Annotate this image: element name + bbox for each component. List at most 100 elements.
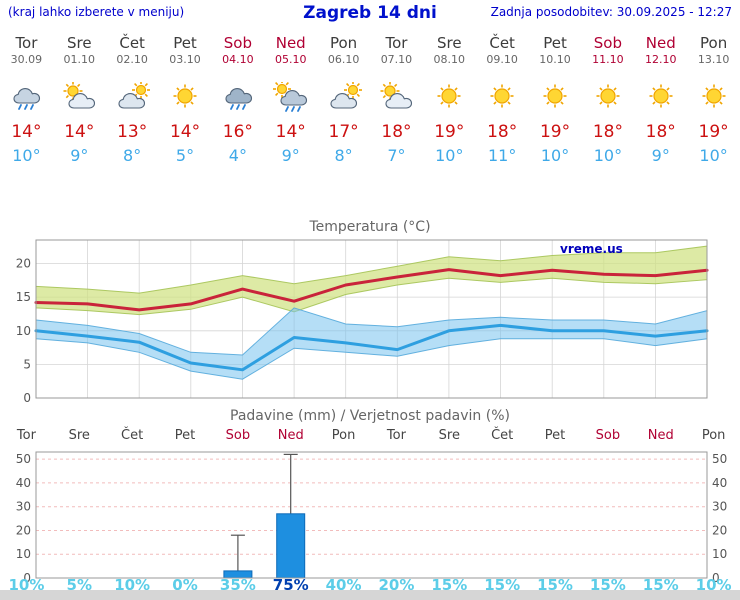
- day-date: 12.10: [644, 53, 677, 66]
- temp-min: 10°: [435, 146, 464, 165]
- day-name: Pet: [173, 34, 197, 52]
- svg-text:40: 40: [712, 476, 727, 490]
- precip-day-label: Sob: [225, 428, 251, 443]
- temp-min: 9°: [70, 146, 89, 165]
- day-date: 07.10: [380, 53, 413, 66]
- svg-text:10: 10: [16, 547, 31, 561]
- temp-max: 19°: [539, 122, 571, 142]
- day-name: Čet: [119, 34, 145, 52]
- day-column[interactable]: Pon 13.10 19° 10°: [687, 30, 740, 170]
- precip-day-label: Pet: [174, 428, 196, 443]
- day-name: Ned: [645, 34, 676, 52]
- svg-text:0: 0: [712, 571, 720, 582]
- temp-max: 18°: [487, 122, 518, 142]
- day-name: Pet: [543, 34, 567, 52]
- temp-max: 16°: [222, 122, 253, 142]
- day-date: 30.09: [10, 53, 43, 66]
- day-column[interactable]: Pet 10.10 19° 10°: [529, 30, 582, 170]
- day-name: Pon: [329, 34, 358, 52]
- precipitation-chart-title: Padavine (mm) / Verjetnost padavin (%): [230, 408, 510, 424]
- watermark: vreme.us: [560, 242, 623, 256]
- precip-probability: 10%: [114, 576, 151, 594]
- temp-max: 19°: [434, 122, 465, 142]
- precip-day-label: Tor: [16, 428, 36, 443]
- day-column[interactable]: Ned 12.10 18° 9°: [634, 30, 687, 170]
- svg-text:20: 20: [16, 524, 31, 538]
- temp-min: 10°: [593, 146, 623, 165]
- precip-probability: 20%: [378, 576, 415, 594]
- mostly-cloudy-icon: [317, 81, 370, 116]
- day-date: 08.10: [433, 53, 466, 66]
- temp-min: 8°: [334, 146, 353, 165]
- partly-icon: [370, 81, 423, 116]
- day-column[interactable]: Sre 08.10 19° 10°: [423, 30, 476, 170]
- precip-day-label: Ned: [647, 428, 674, 443]
- temp-min: 11°: [487, 146, 517, 165]
- temp-min: 9°: [281, 146, 300, 165]
- precip-probability: 10%: [695, 576, 732, 594]
- svg-text:20: 20: [712, 524, 727, 538]
- day-date: 09.10: [486, 53, 518, 66]
- temp-max: 19°: [698, 122, 729, 142]
- menu-hint[interactable]: (kraj lahko izberete v meniju): [8, 5, 185, 19]
- precip-day-label: Pon: [331, 428, 356, 443]
- day-column[interactable]: Sob 11.10 18° 10°: [581, 30, 634, 170]
- day-column[interactable]: Tor 30.09 14° 10°: [0, 30, 53, 170]
- day-name: Tor: [15, 34, 38, 52]
- temp-max: 14°: [11, 122, 42, 142]
- day-name: Ned: [275, 34, 306, 52]
- svg-text:5: 5: [23, 357, 31, 371]
- temp-min: 7°: [387, 146, 406, 165]
- svg-text:50: 50: [16, 452, 31, 466]
- day-column[interactable]: Pon 06.10 17° 8°: [317, 30, 370, 170]
- day-column[interactable]: Pet 03.10 14° 5°: [159, 30, 212, 170]
- day-date: 11.10: [592, 53, 624, 66]
- svg-text:30: 30: [16, 500, 31, 514]
- precip-day-label: Ned: [277, 428, 304, 443]
- day-column[interactable]: Sob 04.10 16° 4°: [211, 30, 264, 170]
- day-name: Pon: [700, 34, 728, 52]
- page-title: Zagreb 14 dni: [303, 3, 437, 23]
- temp-max: 14°: [169, 122, 201, 142]
- day-date: 02.10: [116, 53, 148, 66]
- temp-max: 13°: [117, 122, 148, 142]
- day-date: 04.10: [222, 53, 254, 66]
- precip-day-label: Sob: [595, 428, 621, 443]
- temp-max: 14°: [64, 122, 95, 142]
- svg-text:50: 50: [712, 452, 727, 466]
- temp-min: 10°: [699, 146, 728, 165]
- precip-probability: 15%: [484, 576, 521, 594]
- day-date: 03.10: [169, 53, 201, 66]
- sun-icon: [159, 82, 212, 116]
- precip-probability: 40%: [325, 576, 362, 594]
- svg-text:15: 15: [16, 290, 31, 304]
- svg-text:10: 10: [712, 547, 727, 561]
- temp-max: 18°: [381, 122, 412, 142]
- day-column[interactable]: Sre 01.10 14° 9°: [53, 30, 106, 170]
- precip-probability: 15%: [589, 576, 626, 594]
- temp-max: 18°: [645, 122, 676, 142]
- sun-icon: [581, 82, 634, 116]
- footer-bar: [0, 590, 740, 600]
- day-name: Sre: [66, 34, 92, 52]
- temp-max: 18°: [592, 122, 623, 142]
- sun-icon: [529, 82, 582, 116]
- sun-icon: [634, 82, 687, 116]
- day-name: Sob: [223, 34, 252, 52]
- precip-probability: 15%: [537, 576, 573, 594]
- day-column[interactable]: Ned 05.10 14° 9°: [264, 30, 317, 170]
- day-column[interactable]: Čet 02.10 13° 8°: [106, 30, 159, 170]
- day-name: Čet: [489, 34, 515, 52]
- day-column[interactable]: Čet 09.10 18° 11°: [476, 30, 529, 170]
- sun-icon: [423, 82, 476, 116]
- temp-min: 10°: [12, 146, 41, 165]
- precip-probability: 15%: [642, 576, 679, 594]
- temperature-chart-title: Temperatura (°C): [309, 219, 431, 235]
- page-header: (kraj lahko izberete v meniju) Zagreb 14…: [0, 0, 740, 26]
- temp-max: 17°: [328, 122, 359, 142]
- rain-sun-icon: [264, 80, 317, 116]
- precip-probability: 15%: [431, 576, 468, 594]
- day-column[interactable]: Tor 07.10 18° 7°: [370, 30, 423, 170]
- svg-text:30: 30: [712, 500, 727, 514]
